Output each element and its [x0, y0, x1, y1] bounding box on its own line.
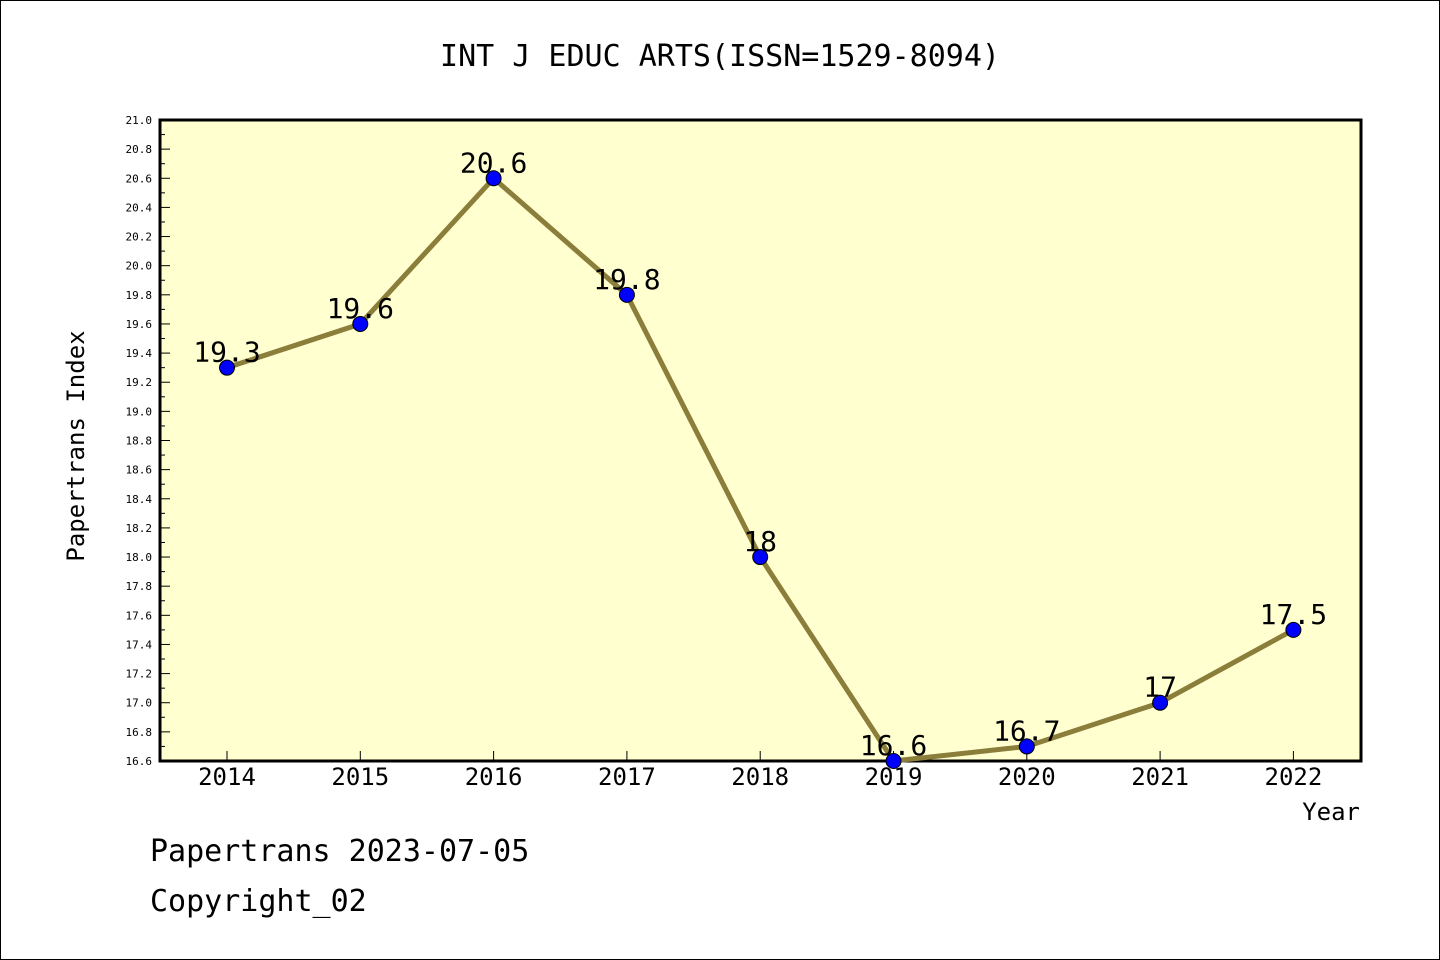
y-tick-label: 17.2	[126, 668, 153, 681]
x-tick-label: 2020	[998, 763, 1056, 791]
data-label: 16.7	[993, 714, 1060, 747]
y-tick-label: 18.2	[126, 522, 153, 535]
data-point	[1152, 694, 1169, 711]
x-tick-label: 2014	[198, 763, 256, 791]
data-point	[219, 359, 235, 376]
data-label: 16.6	[860, 729, 927, 762]
data-point	[485, 170, 502, 187]
y-tick-label: 19.4	[126, 347, 153, 360]
data-label: 17	[1143, 671, 1177, 704]
x-tick-label: 2016	[465, 763, 523, 791]
footer-copyright: Copyright_02	[150, 884, 367, 919]
y-tick-label: 19.6	[126, 318, 153, 331]
y-tick-label: 16.8	[126, 726, 153, 739]
data-point	[885, 753, 902, 769]
data-point	[1018, 738, 1035, 755]
data-point	[618, 286, 635, 303]
data-label: 18	[743, 525, 777, 558]
data-point	[752, 549, 769, 566]
y-tick-label: 17.6	[126, 609, 153, 622]
data-label: 20.6	[460, 146, 527, 179]
y-tick-label: 19.8	[126, 289, 153, 302]
y-axis: 16.6 16.8 17.0 17.2 17.4 17.6 17.8 18.0 18.2 18.4…	[126, 114, 170, 768]
y-tick-label: 19.2	[126, 376, 153, 389]
x-tick-label: 2018	[731, 763, 789, 791]
data-label: 17.5	[1260, 598, 1327, 631]
y-tick-label: 18.0	[126, 551, 153, 564]
y-tick-label: 20.6	[126, 172, 153, 185]
data-label: 19.8	[593, 263, 660, 296]
y-axis-title: Papertrans Index	[62, 330, 90, 561]
y-tick-label: 18.4	[126, 493, 153, 506]
y-tick-label: 20.8	[126, 143, 153, 156]
chart-title: INT J EDUC ARTS(ISSN=1529-8094)	[440, 39, 1000, 74]
x-axis-title: Year	[1302, 798, 1360, 826]
footer-date: Papertrans 2023-07-05	[150, 834, 530, 869]
y-tick-label: 20.0	[126, 260, 153, 273]
x-axis: 2014 2015 2016 2017 2018 2019 2020 2021 2022	[198, 751, 1322, 791]
data-point	[1285, 621, 1302, 638]
y-tick-label: 18.8	[126, 435, 153, 448]
x-tick-label: 2015	[331, 763, 389, 791]
y-tick-label: 17.4	[126, 638, 153, 651]
y-tick-label: 16.6	[126, 755, 153, 768]
series-markers	[219, 170, 1302, 769]
y-tick-label: 17.8	[126, 580, 153, 593]
data-label: 19.3	[193, 336, 260, 369]
data-labels: 19.3 19.6 20.6 19.8 18 16.6 16.7 17 17.5	[193, 146, 1327, 762]
x-tick-label: 2017	[598, 763, 656, 791]
y-tick-label: 19.0	[126, 405, 153, 418]
y-tick-label: 20.4	[126, 201, 153, 214]
x-tick-label: 2022	[1265, 763, 1323, 791]
plot-area	[158, 118, 1363, 763]
x-tick-label: 2021	[1131, 763, 1189, 791]
y-tick-label: 21.0	[126, 114, 153, 127]
y-tick-label: 17.0	[126, 697, 153, 710]
y-tick-label: 20.2	[126, 231, 153, 244]
data-point	[352, 315, 369, 332]
y-tick-label: 18.6	[126, 464, 153, 477]
data-label: 19.6	[327, 292, 394, 325]
